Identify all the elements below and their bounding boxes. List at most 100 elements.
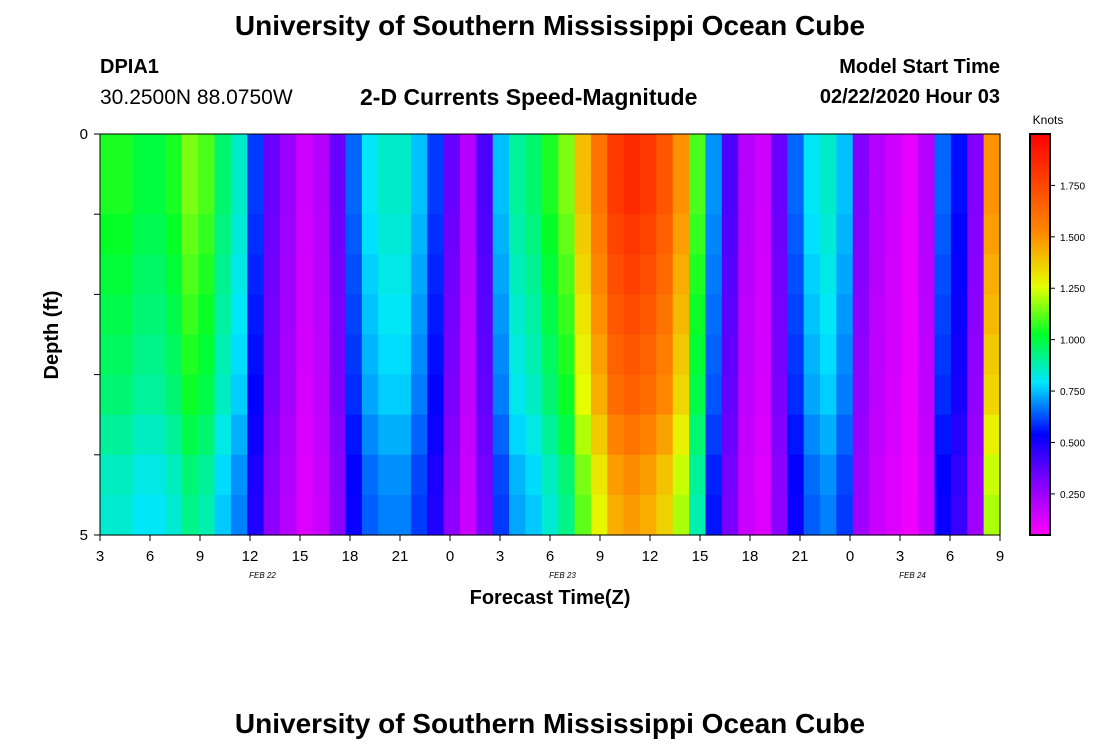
- heatmap-cell: [983, 134, 1001, 175]
- heatmap-cell: [181, 174, 199, 215]
- heatmap-cell: [967, 134, 985, 175]
- heatmap-cell: [410, 294, 428, 336]
- heatmap-cell: [280, 414, 297, 456]
- heatmap-cell: [918, 174, 936, 215]
- heatmap-cell: [100, 494, 117, 536]
- heatmap-cell: [656, 174, 674, 215]
- heatmap-cell: [967, 414, 985, 456]
- heatmap-cell: [950, 334, 968, 376]
- heatmap-cell: [803, 334, 821, 376]
- heatmap-cell: [165, 254, 183, 295]
- heatmap-cell: [590, 254, 608, 295]
- x-tick-label: 0: [846, 548, 854, 565]
- heatmap-cell: [754, 374, 772, 416]
- heatmap-cell: [525, 374, 543, 416]
- heatmap-cell: [181, 374, 199, 416]
- heatmap-cell: [885, 214, 903, 255]
- heatmap-cell: [198, 174, 216, 215]
- heatmap-cell: [803, 294, 821, 336]
- heatmap-cell: [770, 454, 788, 496]
- heatmap-cell: [967, 174, 985, 215]
- heatmap-cell: [934, 414, 952, 456]
- heatmap-cell: [361, 254, 379, 295]
- heatmap-cell: [460, 254, 477, 295]
- heatmap-cell: [378, 134, 396, 175]
- heatmap-cell: [738, 294, 756, 336]
- heatmap-cell: [443, 134, 461, 175]
- heatmap-cell: [460, 214, 477, 255]
- x-tick-label: 21: [792, 548, 809, 565]
- heatmap-cell: [427, 174, 445, 215]
- heatmap-cell: [312, 214, 330, 255]
- heatmap-cell: [934, 294, 952, 336]
- heatmap-cell: [394, 134, 412, 175]
- heatmap-cell: [230, 174, 248, 215]
- heatmap-cell: [525, 494, 543, 536]
- heatmap-cell: [149, 374, 167, 416]
- heatmap-cell: [280, 454, 297, 496]
- heatmap-cell: [738, 214, 756, 255]
- heatmap-cell: [329, 294, 347, 336]
- heatmap-cell: [378, 334, 396, 376]
- heatmap-cell: [296, 494, 314, 536]
- heatmap-cell: [492, 134, 510, 175]
- heatmap-cell: [247, 134, 265, 175]
- y-axis: 05: [80, 126, 100, 544]
- heatmap-cell: [672, 294, 690, 336]
- heatmap-cell: [836, 174, 854, 215]
- heatmap-cell: [885, 414, 903, 456]
- heatmap-cell: [721, 214, 739, 255]
- heatmap-cell: [607, 334, 625, 376]
- heatmap-cell: [427, 294, 445, 336]
- heatmap-cell: [705, 414, 723, 456]
- heatmap-cell: [656, 254, 674, 295]
- heatmap-cell: [443, 254, 461, 295]
- heatmap-cell: [869, 214, 887, 255]
- heatmap-cell: [394, 414, 412, 456]
- heatmap-cell: [263, 134, 281, 175]
- heatmap-cell: [934, 134, 952, 175]
- heatmap-cell: [623, 334, 641, 376]
- heatmap-cell: [460, 454, 477, 496]
- colorbar-tick-label: 1.500: [1060, 233, 1085, 244]
- heatmap-cell: [378, 254, 396, 295]
- heatmap-cell: [296, 294, 314, 336]
- x-axis-label: Forecast Time(Z): [470, 587, 631, 609]
- heatmap-cell: [574, 214, 592, 255]
- heatmap-cell: [525, 174, 543, 215]
- heatmap-cell: [623, 374, 641, 416]
- heatmap-cell: [492, 174, 510, 215]
- heatmap-cell: [509, 134, 527, 175]
- heatmap-cell: [165, 494, 183, 536]
- heatmap-cell: [280, 254, 297, 295]
- heatmap-cell: [738, 334, 756, 376]
- heatmap-cell: [885, 134, 903, 175]
- heatmap-cell: [885, 374, 903, 416]
- heatmap-cell: [705, 334, 723, 376]
- heatmap-cell: [361, 414, 379, 456]
- y-tick-label: 5: [80, 527, 88, 544]
- heatmap-cell: [574, 454, 592, 496]
- heatmap-cell: [149, 254, 167, 295]
- heatmap-cell: [967, 374, 985, 416]
- heatmap-cell: [901, 414, 919, 456]
- heatmap-cell: [869, 254, 887, 295]
- heatmap-cell: [410, 414, 428, 456]
- heatmap-cell: [132, 134, 150, 175]
- heatmap-cell: [656, 454, 674, 496]
- heatmap-cell: [427, 494, 445, 536]
- heatmap-cell: [165, 374, 183, 416]
- heatmap-cell: [787, 454, 805, 496]
- heatmap-cell: [689, 374, 707, 416]
- heatmap-cell: [476, 494, 494, 536]
- heatmap-cell: [378, 374, 396, 416]
- heatmap-cell: [149, 134, 167, 175]
- heatmap-cell: [918, 254, 936, 295]
- heatmap-cell: [345, 214, 363, 255]
- heatmap-cell: [885, 174, 903, 215]
- heatmap-cell: [934, 494, 952, 536]
- heatmap-cell: [754, 454, 772, 496]
- heatmap-cell: [836, 334, 854, 376]
- heatmap-cell: [165, 214, 183, 255]
